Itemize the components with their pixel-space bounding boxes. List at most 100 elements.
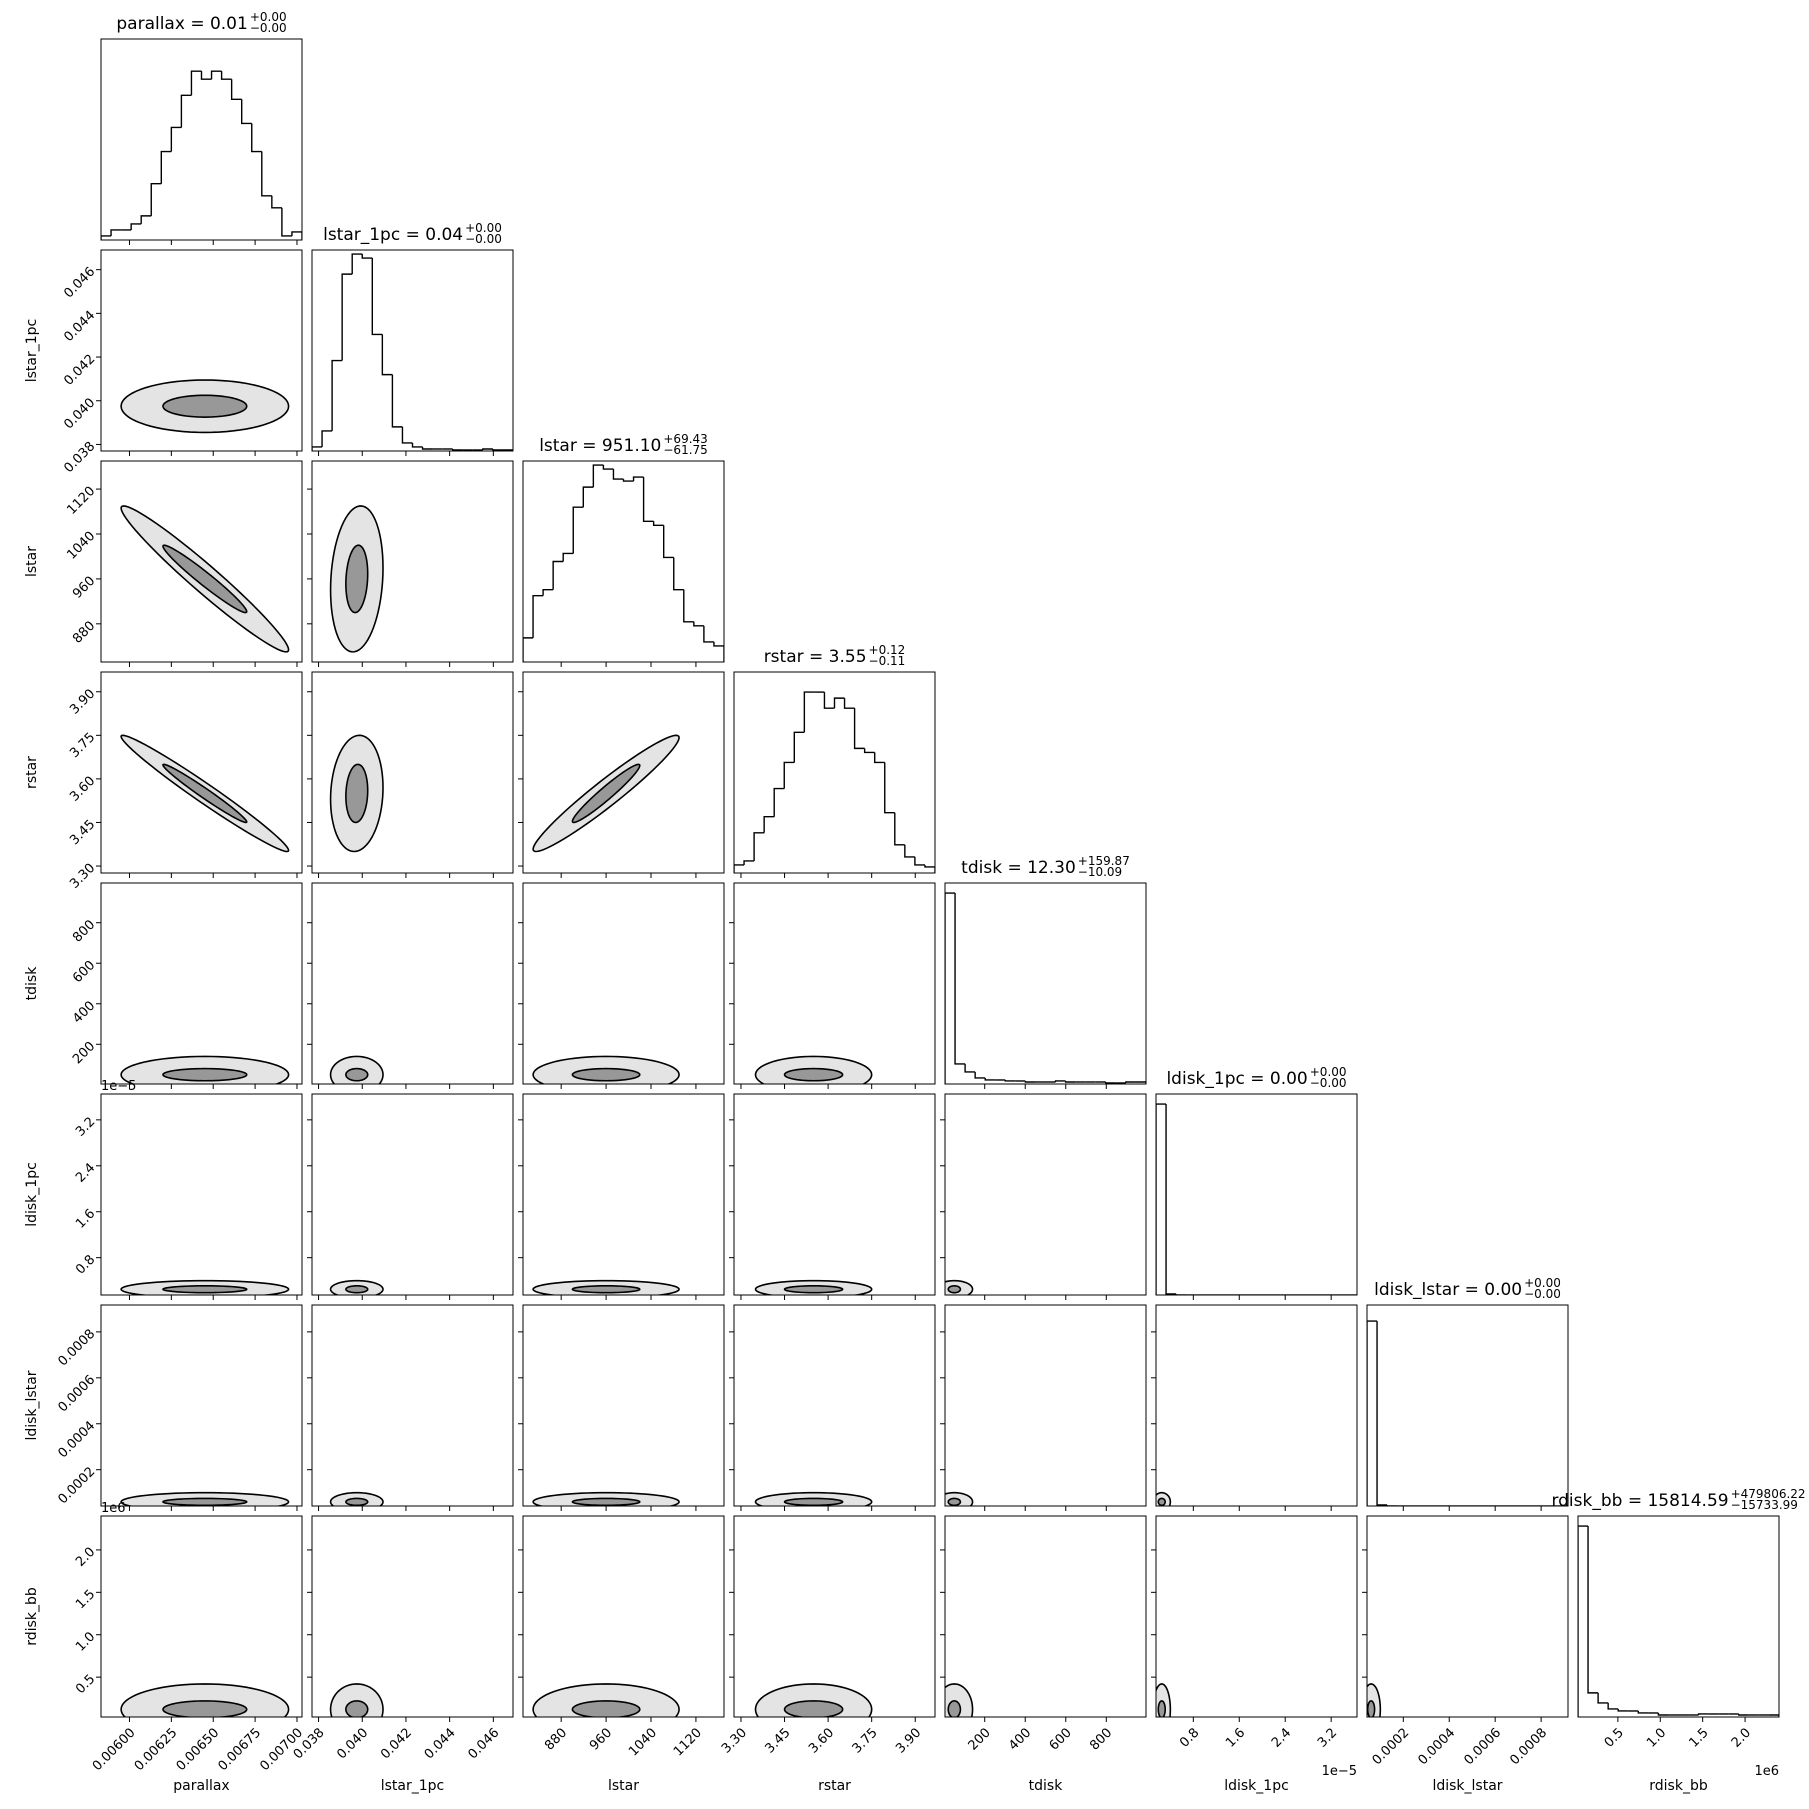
panel: 880 960 1040 1120 bbox=[518, 1515, 725, 1759]
y-axis-label: tdisk bbox=[24, 966, 40, 1001]
hist-bin bbox=[1125, 1081, 1136, 1083]
panel-frame bbox=[311, 1093, 514, 1296]
panel-frame bbox=[733, 882, 936, 1085]
hist-bin bbox=[381, 334, 393, 376]
hist-bin bbox=[884, 762, 895, 814]
panel-content bbox=[523, 464, 724, 662]
panel bbox=[733, 671, 936, 878]
panel-title: ldisk_lstar = 0.00 bbox=[1374, 1280, 1522, 1300]
hist-bin bbox=[964, 1063, 976, 1073]
density-contour bbox=[162, 544, 248, 614]
hist-bin bbox=[210, 70, 222, 80]
y-tick-label: 1.5 bbox=[73, 1587, 98, 1612]
panel bbox=[307, 671, 514, 878]
hist-bin bbox=[1367, 1320, 1378, 1506]
x-tick-label: 1.5 bbox=[1686, 1725, 1711, 1750]
panel-content bbox=[532, 1279, 680, 1295]
hist-bin bbox=[341, 273, 353, 361]
panel: 200 400 600 800 bbox=[70, 882, 303, 1089]
panel-title: rstar = 3.55 bbox=[764, 647, 867, 667]
density-contour bbox=[947, 1700, 962, 1717]
y-tick-label: 3.60 bbox=[67, 774, 98, 805]
hist-bin bbox=[753, 832, 765, 861]
density-contour bbox=[571, 1285, 641, 1294]
hist-bin bbox=[552, 560, 564, 590]
panel-frame bbox=[100, 38, 303, 241]
x-tick-label: 3.30 bbox=[719, 1725, 750, 1756]
panel-frame bbox=[1155, 1515, 1358, 1718]
panel-frame bbox=[1366, 1515, 1569, 1718]
panel-content bbox=[945, 1491, 974, 1506]
title-upper-error: +0.00 bbox=[465, 221, 502, 235]
panel: 0.8 1.6 2.4 3.2 bbox=[1151, 1515, 1358, 1751]
y-tick-label: 3.45 bbox=[67, 817, 98, 848]
hist-bin bbox=[261, 151, 272, 197]
hist-bin bbox=[1024, 1080, 1036, 1083]
hist-bin bbox=[582, 486, 594, 508]
x-tick-label: 0.00650 bbox=[174, 1725, 223, 1774]
hist-bin bbox=[1156, 1103, 1167, 1295]
panel-title: parallax = 0.01 bbox=[116, 14, 247, 34]
y-axis-label: ldisk_1pc bbox=[24, 1162, 40, 1227]
panel-content bbox=[1156, 1491, 1172, 1506]
panel-frame bbox=[522, 1304, 725, 1507]
title-upper-error: +479806.22 bbox=[1731, 1487, 1806, 1501]
panel-content bbox=[945, 892, 1146, 1084]
hist-bin bbox=[241, 99, 252, 125]
panel-content bbox=[101, 70, 302, 240]
y-tick-label: 960 bbox=[70, 574, 98, 602]
panel-title: rdisk_bb = 15814.59 bbox=[1551, 1491, 1728, 1511]
hist-bin bbox=[652, 521, 664, 527]
hist-bin bbox=[391, 374, 403, 428]
density-contour bbox=[345, 1285, 369, 1294]
x-axis-label: lstar_1pc bbox=[381, 1778, 445, 1794]
x-axis-label: ldisk_1pc bbox=[1224, 1778, 1289, 1794]
hist-bin bbox=[312, 446, 323, 451]
hist-bin bbox=[602, 465, 614, 470]
panel: 0.8 1.6 2.4 3.2 bbox=[73, 1093, 303, 1300]
hist-bin bbox=[200, 71, 212, 80]
panel-frame bbox=[522, 1515, 725, 1718]
x-tick-label: 3.2 bbox=[1315, 1725, 1340, 1750]
panel bbox=[307, 1304, 514, 1511]
title-lower-error: −0.00 bbox=[250, 21, 287, 35]
panel-content bbox=[120, 1491, 290, 1506]
panel-content bbox=[329, 1683, 384, 1717]
title-lower-error: −15733.99 bbox=[1731, 1498, 1798, 1512]
x-tick-label: 0.0008 bbox=[1507, 1725, 1550, 1768]
panel: 880 960 1040 1120 bbox=[64, 460, 303, 667]
hist-bin bbox=[803, 691, 815, 733]
density-contour bbox=[783, 1285, 844, 1294]
panel-frame bbox=[1155, 1304, 1358, 1507]
density-contour bbox=[783, 1497, 844, 1506]
title-upper-error: +0.12 bbox=[869, 643, 906, 657]
hist-bin bbox=[823, 692, 835, 709]
panel-content bbox=[312, 253, 513, 451]
density-contour bbox=[783, 1067, 844, 1082]
hist-bin bbox=[130, 223, 142, 230]
hist-bin bbox=[220, 71, 232, 80]
y-tick-label: 400 bbox=[70, 998, 98, 1026]
y-tick-label: 3.2 bbox=[73, 1115, 98, 1140]
hist-bin bbox=[1054, 1080, 1066, 1082]
density-contour bbox=[783, 1700, 844, 1717]
density-contour bbox=[345, 1497, 369, 1506]
density-contour bbox=[345, 544, 369, 614]
x-axis-label: parallax bbox=[173, 1778, 229, 1794]
x-tick-label: 2.0 bbox=[1729, 1725, 1754, 1750]
panel-frame bbox=[311, 1304, 514, 1507]
hist-bin bbox=[945, 892, 956, 1084]
density-contour bbox=[947, 1497, 962, 1506]
hist-bin bbox=[1165, 1104, 1177, 1295]
y-axis-label: lstar_1pc bbox=[24, 319, 40, 383]
panel-frame bbox=[733, 1093, 936, 1296]
x-tick-label: 880 bbox=[542, 1725, 570, 1753]
y-tick-label: 3.75 bbox=[67, 730, 98, 761]
y-tick-label: 3.90 bbox=[67, 686, 98, 717]
x-tick-label: 1.6 bbox=[1223, 1725, 1248, 1750]
x-tick-label: 0.00625 bbox=[132, 1725, 181, 1774]
panel bbox=[522, 460, 725, 667]
